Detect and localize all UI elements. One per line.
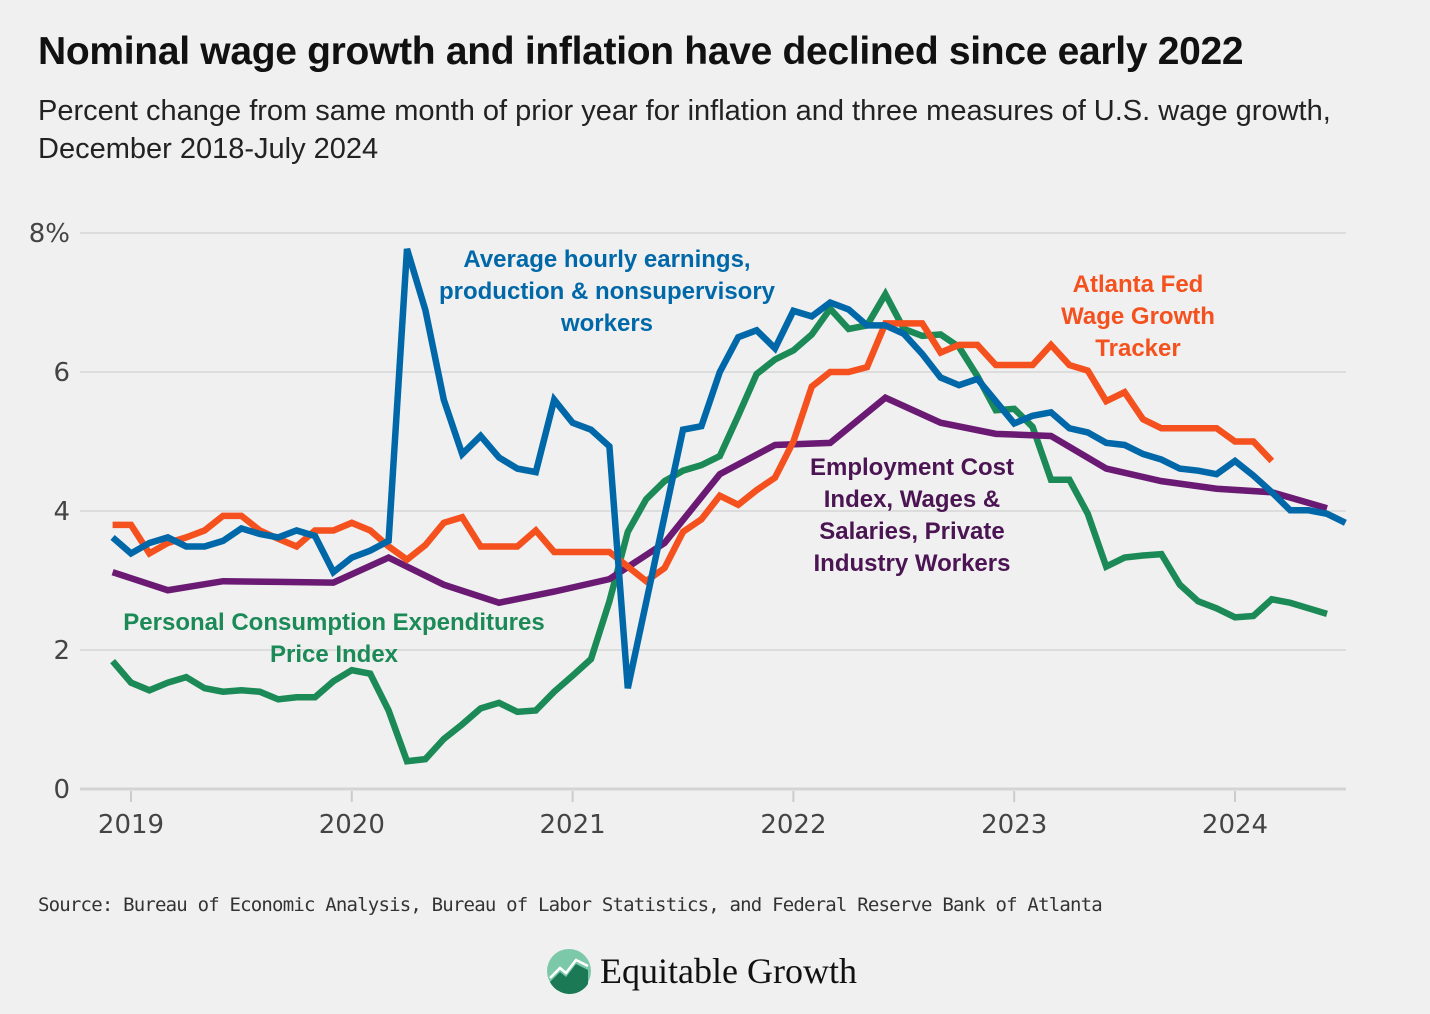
pce-line	[110, 287, 1328, 765]
atlanta-fed-series-label: Tracker	[1095, 335, 1180, 362]
eci-series-label: Index, Wages &	[824, 486, 1000, 513]
equitable-growth-logo: Equitable Growth	[546, 948, 857, 994]
x-tick-label: 2019	[98, 810, 164, 840]
eci-series-label: Industry Workers	[814, 550, 1011, 577]
y-tick-label: 8%	[29, 219, 70, 249]
y-tick-label: 4	[53, 497, 70, 527]
chart-title: Nominal wage growth and inflation have d…	[38, 30, 1244, 73]
logo-text: Equitable Growth	[600, 951, 857, 991]
atlanta-fed-series-label: Wage Growth	[1061, 303, 1215, 330]
eci-series-label: Salaries, Private	[819, 518, 1004, 545]
y-tick-label: 6	[53, 358, 70, 388]
atlanta-fed-series-label: Atlanta Fed	[1073, 271, 1204, 298]
ahe-series-label: workers	[560, 310, 653, 337]
chart-subtitle: Percent change from same month of prior …	[38, 95, 1331, 165]
x-tick-label: 2024	[1202, 810, 1268, 840]
ahe-series-label: production & nonsupervisory	[439, 278, 776, 305]
atlanta-fed-line	[112, 320, 1275, 586]
x-tick-label: 2022	[760, 810, 826, 840]
pce-series-label: Price Index	[270, 641, 399, 668]
growth-chart-logo-icon	[547, 949, 591, 994]
eci-line	[111, 393, 1328, 607]
x-tick-label: 2020	[319, 810, 385, 840]
source-note: Source: Bureau of Economic Analysis, Bur…	[38, 894, 1103, 916]
eci-series-label: Employment Cost	[810, 454, 1014, 481]
ahe-line	[110, 248, 1347, 689]
y-tick-label: 0	[53, 775, 70, 805]
pce-series-label: Personal Consumption Expenditures	[123, 609, 544, 636]
x-tick-label: 2021	[540, 810, 606, 840]
ahe-series-label: Average hourly earnings,	[463, 246, 750, 273]
x-tick-label: 2023	[981, 810, 1047, 840]
y-tick-label: 2	[53, 636, 70, 666]
